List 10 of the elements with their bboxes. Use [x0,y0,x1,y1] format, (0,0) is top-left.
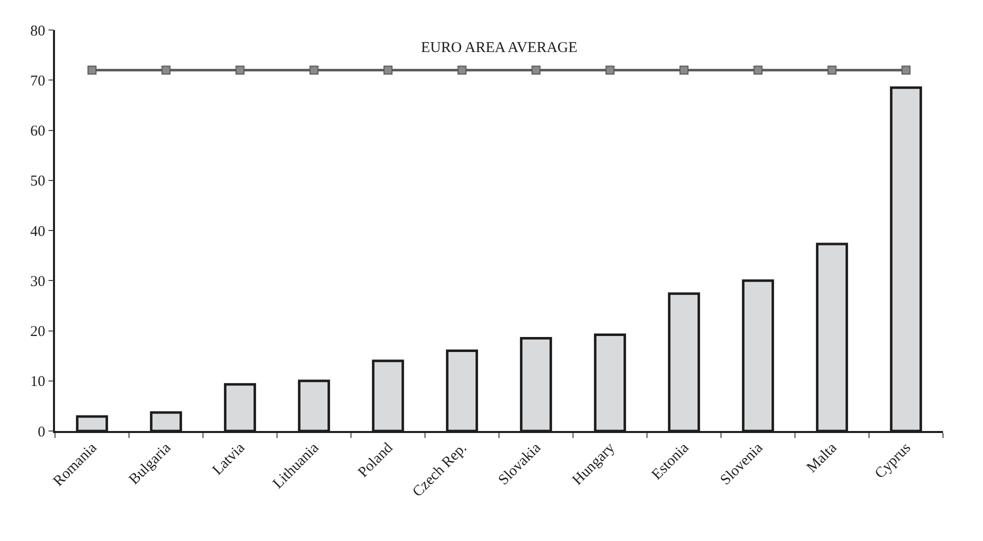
y-tick-label: 40 [30,224,46,240]
y-tick-label: 60 [30,124,46,140]
y-tick-label: 0 [38,424,46,440]
y-tick-label: 30 [30,274,46,290]
y-tick-label: 50 [30,174,46,190]
y-tick-label: 80 [30,23,46,40]
y-tick-label: 70 [30,73,46,90]
y-tick-label: 10 [30,374,46,390]
series-label: EURO AREA AVERAGE [421,40,578,56]
y-tick-label: 20 [30,324,46,340]
